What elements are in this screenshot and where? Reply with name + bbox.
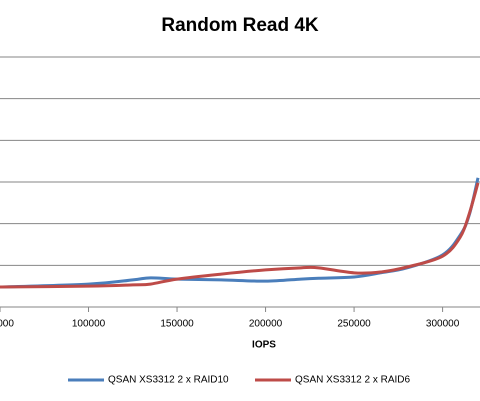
x-tick-label: 250000 bbox=[337, 319, 371, 330]
x-tick-label: 50000 bbox=[0, 319, 14, 330]
x-tick-label: 300000 bbox=[426, 319, 460, 330]
chart-title: Random Read 4K bbox=[161, 15, 319, 36]
x-tick-label: 150000 bbox=[160, 319, 194, 330]
x-tick-label: 200000 bbox=[249, 319, 283, 330]
legend-label: QSAN XS3312 2 x RAID6 bbox=[295, 375, 410, 386]
series-line bbox=[0, 182, 480, 289]
x-axis-label: IOPS bbox=[252, 340, 276, 351]
x-tick-label: 100000 bbox=[72, 319, 106, 330]
legend-label: QSAN XS3312 2 x RAID10 bbox=[108, 375, 229, 386]
series-line bbox=[0, 177, 480, 289]
